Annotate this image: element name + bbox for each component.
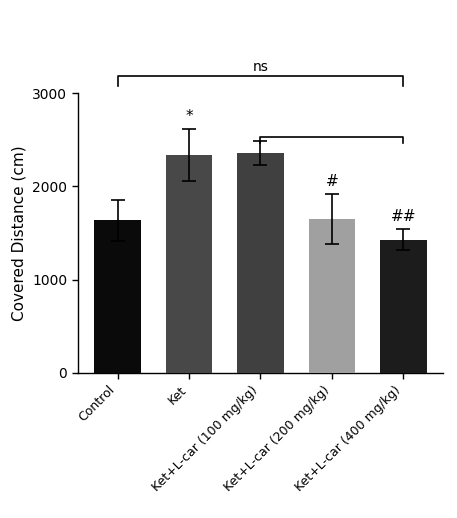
Bar bbox=[237, 153, 284, 373]
Text: ns: ns bbox=[253, 60, 268, 74]
Bar bbox=[166, 155, 212, 373]
Bar bbox=[309, 219, 355, 373]
Text: *: * bbox=[185, 109, 193, 124]
Y-axis label: Covered Distance (cm): Covered Distance (cm) bbox=[11, 145, 27, 321]
Bar bbox=[94, 220, 141, 373]
Bar bbox=[380, 240, 427, 373]
Text: #: # bbox=[325, 174, 338, 189]
Text: ##: ## bbox=[391, 209, 416, 224]
